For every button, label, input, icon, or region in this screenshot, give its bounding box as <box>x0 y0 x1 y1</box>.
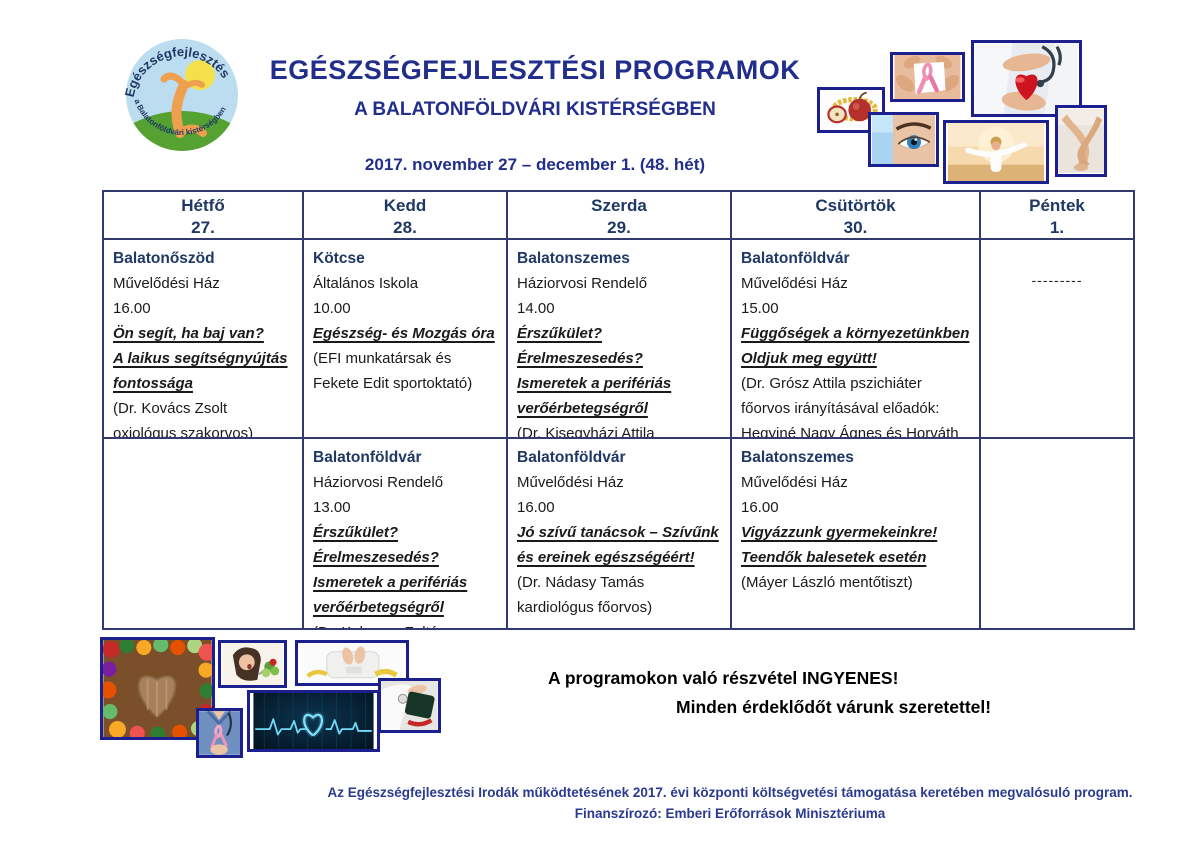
participation-note: A programokon való részvétel INGYENES! M… <box>548 666 991 719</box>
program-venue: Művelődési Ház <box>517 474 624 491</box>
program-cell-mon-1: Balatonőszöd Művelődési Ház 16.00 Ön seg… <box>104 240 304 439</box>
photo-woman-eating-salad <box>218 640 287 688</box>
program-location: Balatonőszöd <box>113 250 215 267</box>
program-venue: Háziorvosi Rendelő <box>313 474 444 491</box>
program-venue: Általános Iskola <box>313 275 419 292</box>
program-location: Balatonszemes <box>741 449 854 466</box>
program-time: 16.00 <box>517 499 555 516</box>
photo-blood-pressure-doctor <box>378 678 441 733</box>
program-location: Balatonföldvár <box>313 449 422 466</box>
program-speaker: (Máyer László mentőtiszt) <box>741 574 913 591</box>
program-speaker: (Dr. Kovács Zsolt oxiológus szakorvos) <box>113 400 254 439</box>
photo-legs <box>1055 105 1107 177</box>
photo-doctor-heart <box>971 40 1082 117</box>
funding-note: Az Egészségfejlesztési Irodák működtetés… <box>260 782 1200 824</box>
photo-vegetable-heart <box>100 637 215 740</box>
day-header-monday: Hétfő 27. <box>104 192 304 240</box>
program-cell-thu-1: Balatonföldvár Művelődési Ház 15.00 Függ… <box>732 240 981 439</box>
program-title: Vigyázzunk gyermekeinkre! Teendők baleset… <box>741 524 938 566</box>
day-header-friday: Péntek 1. <box>981 192 1133 240</box>
program-cell-fri-2 <box>981 439 1133 628</box>
program-title: Ön segít, ha baj van? A laikus segítségny… <box>113 325 288 392</box>
no-program-dashes: --------- <box>1031 272 1083 288</box>
program-time: 16.00 <box>741 499 779 516</box>
program-location: Kötcse <box>313 250 365 267</box>
participation-free-line: A programokon való részvétel INGYENES! <box>548 668 899 688</box>
program-title: Érszűkület? Érelmeszesedés? Ismeretek a p… <box>517 325 672 417</box>
program-location: Balatonföldvár <box>517 449 626 466</box>
program-time: 10.00 <box>313 300 351 317</box>
day-header-tuesday: Kedd 28. <box>304 192 508 240</box>
page-title: EGÉSZSÉGFEJLESZTÉSI PROGRAMOK <box>269 55 801 85</box>
program-title: Függőségek a környezetünkben Oldjuk meg e… <box>741 325 970 367</box>
program-time: 15.00 <box>741 300 779 317</box>
program-speaker: (Dr. Kisegyházi Attila háziorvos) <box>517 425 655 439</box>
day-header-wednesday: Szerda 29. <box>508 192 732 240</box>
efi-logo-graphic: Egészségfejlesztés a Balatonföldvári kis… <box>122 39 238 151</box>
photo-nurse-pink-ribbon <box>196 708 243 758</box>
program-title: Érszűkület? Érelmeszesedés? Ismeretek a pe… <box>313 524 468 616</box>
header-block: EGÉSZSÉGFEJLESZTÉSI PROGRAMOK A BALATONF… <box>255 55 815 175</box>
program-speaker: (Dr. Kelemen Zoltán háziorvos) <box>313 620 497 628</box>
program-venue: Művelődési Ház <box>741 275 848 292</box>
photo-woman-open-arms <box>943 120 1049 184</box>
program-time: 16.00 <box>113 300 151 317</box>
program-location: Balatonszemes <box>517 250 630 267</box>
date-range: 2017. november 27 – december 1. (48. hét… <box>364 155 706 174</box>
program-venue: Művelődési Ház <box>741 474 848 491</box>
program-cell-tue-2: Balatonföldvár Háziorvosi Rendelő 13.00 … <box>304 439 508 628</box>
program-cell-wed-2: Balatonföldvár Művelődési Ház 16.00 Jó s… <box>508 439 732 628</box>
funding-program-line: Az Egészségfejlesztési Irodák működtetés… <box>327 785 1133 800</box>
program-time: 13.00 <box>313 499 351 516</box>
photo-eye-closeup <box>868 112 939 167</box>
welcome-line: Minden érdeklődőt várunk szeretettel! <box>676 697 992 717</box>
program-time: 14.00 <box>517 300 555 317</box>
program-speaker: (EFI munkatársak és Fekete Edit sportokt… <box>313 350 473 392</box>
program-cell-wed-1: Balatonszemes Háziorvosi Rendelő 14.00 É… <box>508 240 732 439</box>
day-header-thursday: Csütörtök 30. <box>732 192 981 240</box>
program-title: Jó szívű tanácsok – Szívűnk és ereinek eg… <box>517 524 719 566</box>
program-title: Egészség- és Mozgás óra <box>313 325 495 342</box>
funding-ministry-line: Finanszírozó: Emberi Erőforrások Miniszt… <box>574 806 886 821</box>
program-cell-tue-1: Kötcse Általános Iskola 10.00 Egészség- … <box>304 240 508 439</box>
program-speaker: (Dr. Nádasy Tamás kardiológus főorvos) <box>517 574 653 616</box>
program-schedule-table: Hétfő 27. Kedd 28. Szerda 29. Csütörtök … <box>102 190 1135 630</box>
program-cell-fri-1: --------- <box>981 240 1133 439</box>
efi-logo: Egészségfejlesztés a Balatonföldvári kis… <box>118 35 246 155</box>
page-subtitle: A BALATONFÖLDVÁRI KISTÉRSÉGBEN <box>354 99 716 120</box>
program-venue: Háziorvosi Rendelő <box>517 275 648 292</box>
program-cell-mon-2 <box>104 439 304 628</box>
program-venue: Művelődési Ház <box>113 275 220 292</box>
program-speaker: (Dr. Grósz Attila pszichiáter főorvos ir… <box>741 375 959 439</box>
photo-pink-ribbon-hands <box>890 52 965 102</box>
program-location: Balatonföldvár <box>741 250 850 267</box>
program-cell-thu-2: Balatonszemes Művelődési Ház 16.00 Vigyá… <box>732 439 981 628</box>
photo-scale-feet <box>295 640 409 686</box>
photo-ecg-heartbeat <box>247 690 380 752</box>
